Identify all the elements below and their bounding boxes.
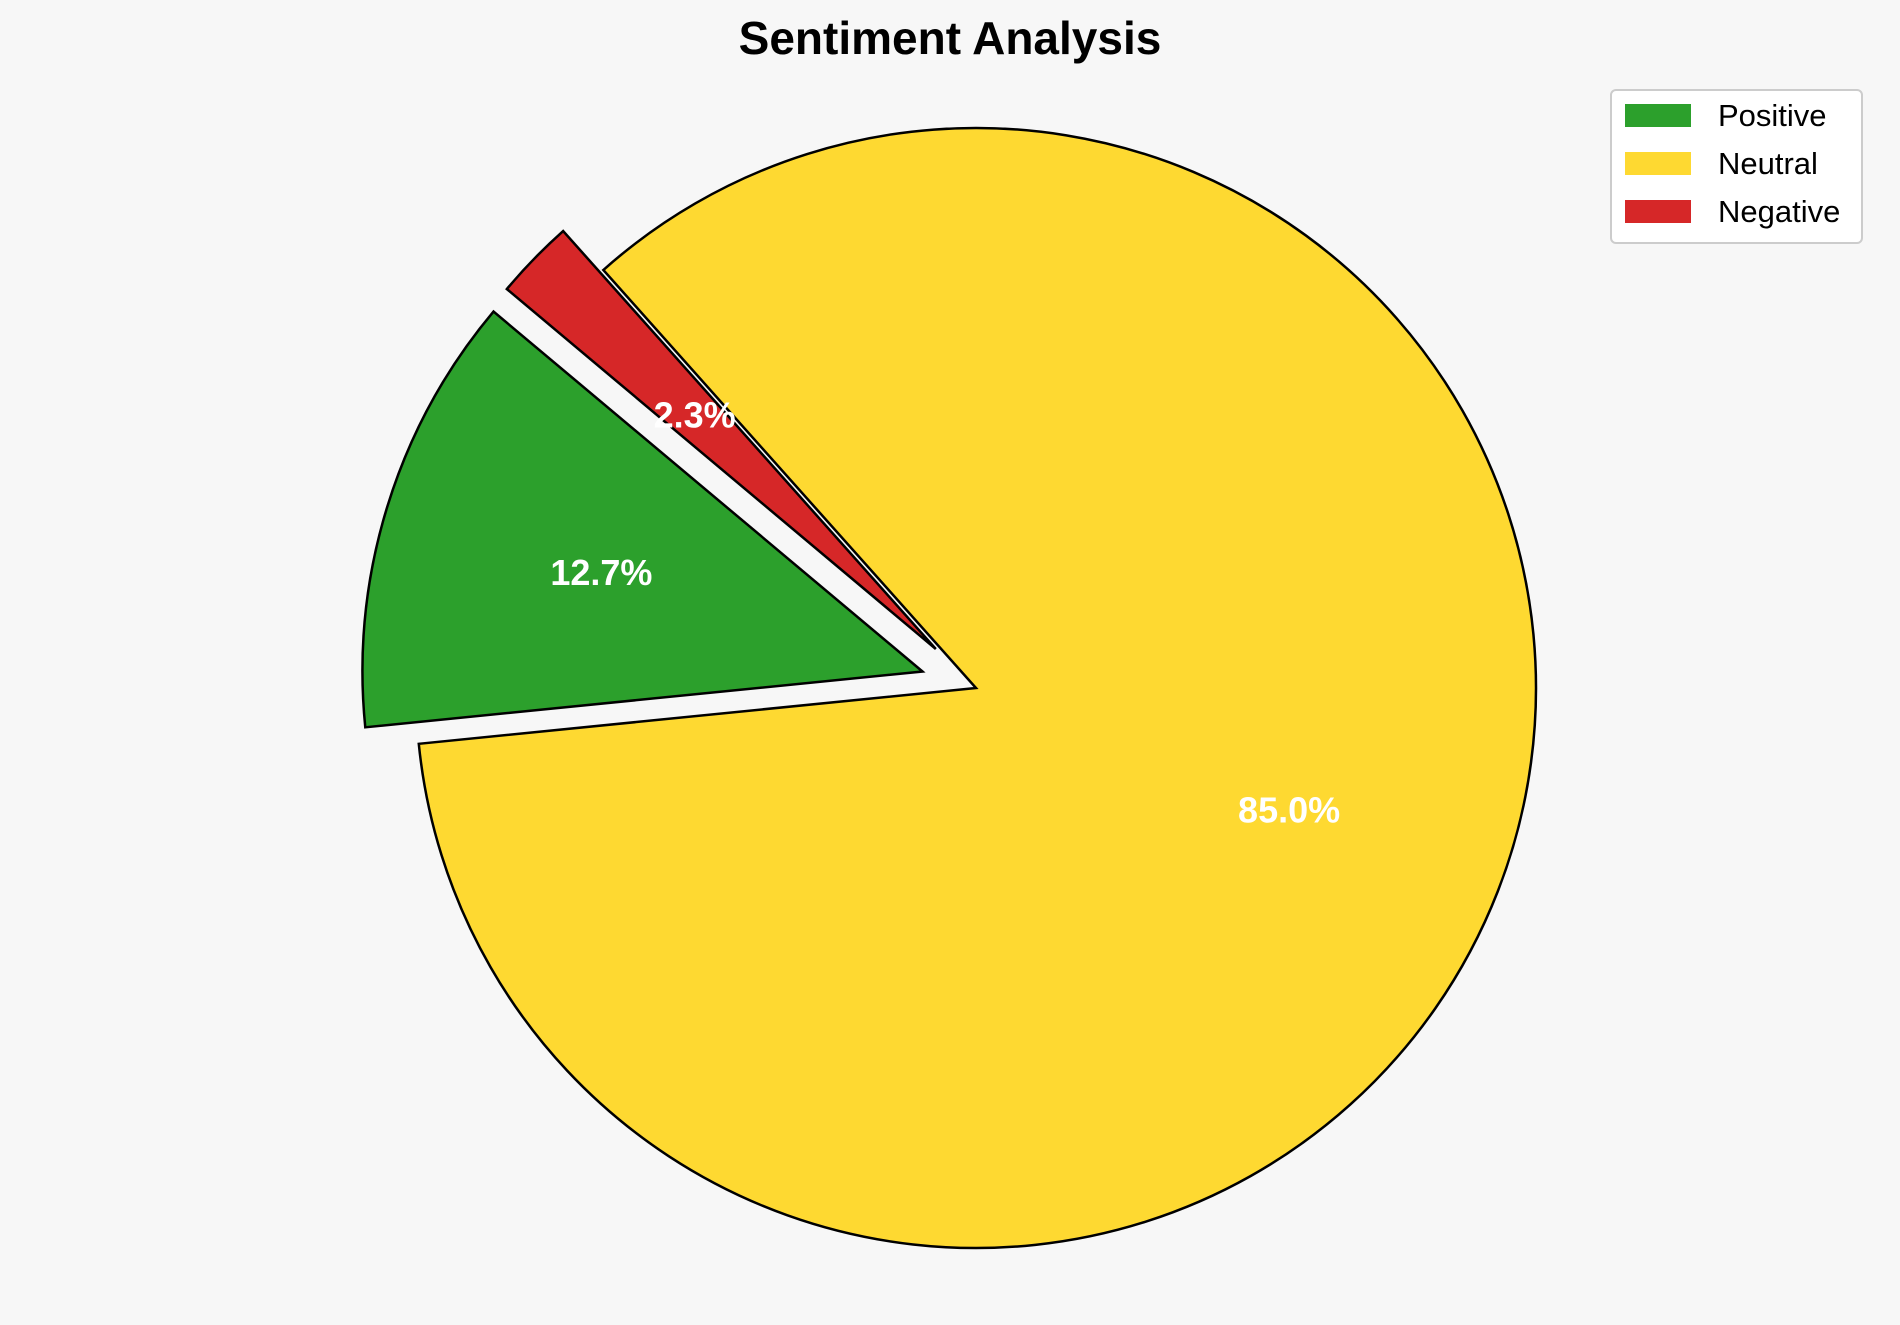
legend-swatch-negative: [1625, 200, 1691, 223]
pie-slices: [361, 126, 1538, 1250]
legend-swatch-neutral: [1625, 152, 1691, 175]
slice-label-negative: 2.3%: [654, 395, 736, 436]
legend: Positive Neutral Negative: [1610, 89, 1863, 244]
legend-label-neutral: Neutral: [1718, 146, 1818, 181]
pie-slice-positive: [361, 309, 926, 729]
slice-label-neutral: 85.0%: [1238, 789, 1340, 830]
pie-slice-labels: 12.7% 85.0% 2.3%: [550, 395, 1340, 831]
slice-label-positive: 12.7%: [550, 552, 652, 593]
legend-label-negative: Negative: [1718, 194, 1840, 229]
chart-title: Sentiment Analysis: [739, 12, 1162, 64]
legend-item-negative: Negative: [1625, 194, 1840, 229]
legend-item-positive: Positive: [1625, 98, 1827, 133]
legend-swatch-positive: [1625, 104, 1691, 127]
legend-item-neutral: Neutral: [1625, 146, 1818, 181]
pie-slice-neutral: [417, 126, 1538, 1250]
pie-slice-negative: [505, 229, 937, 650]
legend-label-positive: Positive: [1718, 98, 1827, 133]
